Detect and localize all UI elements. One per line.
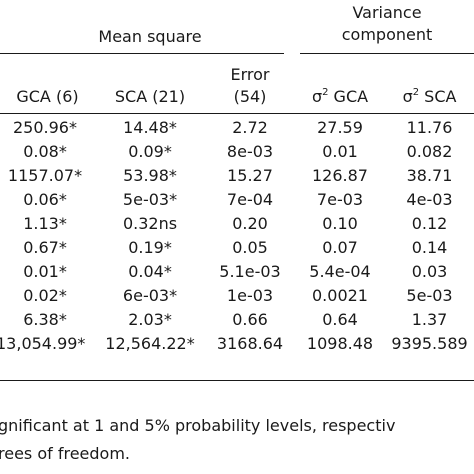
- table-bottom-rule: [0, 380, 474, 381]
- variance-line1: Variance: [352, 3, 422, 22]
- header-bottom-rule: [0, 113, 474, 114]
- table-row: 0.08* 0.09* 8e-03 0.01 0.082: [0, 141, 474, 163]
- variance-line2: component: [341, 25, 433, 44]
- cell-error: 0.20: [232, 214, 268, 233]
- cell-gca: 0.06*: [23, 190, 67, 209]
- cell-gca: 6.38*: [23, 310, 67, 329]
- cell-sigma-sca: 1.37: [411, 310, 448, 329]
- cell-gca: 0.67*: [23, 238, 67, 257]
- cell-sca: 0.32ns: [122, 214, 178, 233]
- cell-sca: 12,564.22*: [105, 334, 195, 353]
- cell-sigma-sca: 0.12: [411, 214, 448, 233]
- group-header-variance-component: Variance component: [300, 2, 474, 46]
- sigma-gca-label: GCA: [328, 87, 369, 106]
- cell-error: 3168.64: [216, 334, 284, 353]
- cell-sigma-gca: 0.01: [322, 142, 358, 161]
- cell-error: 2.72: [232, 118, 268, 137]
- cell-sigma-gca: 0.10: [322, 214, 358, 233]
- col-header-sigma-sca: σ2 SCA: [385, 86, 474, 108]
- footnote-line2: rees of freedom.: [0, 444, 131, 463]
- cell-sca: 14.48*: [123, 118, 177, 137]
- sigma-gca-sup: 2: [322, 87, 329, 98]
- cell-error: 7e-04: [226, 190, 274, 209]
- sigma-sca-symbol: σ: [402, 87, 413, 106]
- col-header-gca: GCA (6): [16, 87, 79, 106]
- cell-sca: 0.09*: [128, 142, 172, 161]
- sigma-gca-symbol: σ: [311, 87, 323, 106]
- cell-sca: 0.19*: [128, 238, 172, 257]
- table-row: 6.38* 2.03* 0.66 0.64 1.37: [0, 309, 474, 331]
- cell-error: 15.27: [227, 166, 273, 185]
- col-header-error: Error (54): [205, 64, 295, 108]
- cell-sigma-sca: 0.082: [406, 142, 453, 161]
- variance-rule: [300, 53, 474, 54]
- cell-sigma-gca: 5.4e-04: [309, 262, 371, 281]
- cell-sigma-gca: 0.07: [322, 238, 358, 257]
- cell-sigma-sca: 5e-03: [406, 286, 453, 305]
- sigma-sca-label: SCA: [419, 87, 457, 106]
- sigma-sca-sup: 2: [412, 87, 420, 98]
- cell-gca: 13,054.99*: [0, 334, 86, 353]
- cell-sigma-sca: 11.76: [406, 118, 453, 137]
- cell-sca: 5e-03*: [122, 190, 178, 209]
- cell-error: 8e-03: [226, 142, 274, 161]
- table-row: 13,054.99* 12,564.22* 3168.64 1098.48 93…: [0, 333, 474, 355]
- table-row: 0.01* 0.04* 5.1e-03 5.4e-04 0.03: [0, 261, 474, 283]
- table-row: 1.13* 0.32ns 0.20 0.10 0.12: [0, 213, 474, 235]
- cell-sigma-sca: 0.14: [411, 238, 448, 257]
- table-row: 1157.07* 53.98* 15.27 126.87 38.71: [0, 165, 474, 187]
- cell-gca: 1157.07*: [7, 166, 83, 185]
- cell-sca: 2.03*: [128, 310, 172, 329]
- cell-sigma-gca: 126.87: [312, 166, 368, 185]
- cell-sca: 53.98*: [123, 166, 177, 185]
- cell-sigma-sca: 9395.589: [391, 334, 468, 353]
- cell-sca: 0.04*: [128, 262, 172, 281]
- cell-sigma-sca: 0.03: [411, 262, 448, 281]
- cell-sigma-sca: 38.71: [406, 166, 453, 185]
- error-line2: (54): [233, 87, 267, 106]
- cell-sigma-gca: 27.59: [317, 118, 363, 137]
- cell-sigma-gca: 0.64: [322, 310, 358, 329]
- col-header-sigma-gca: σ2 GCA: [295, 86, 385, 108]
- cell-gca: 0.08*: [23, 142, 67, 161]
- cell-error: 1e-03: [226, 286, 274, 305]
- col-header-sca: SCA (21): [114, 87, 186, 106]
- cell-gca: 1.13*: [23, 214, 67, 233]
- cell-error: 0.05: [232, 238, 268, 257]
- mean-square-rule: [0, 53, 284, 54]
- cell-sca: 6e-03*: [122, 286, 178, 305]
- group-header-mean-square: Mean square: [98, 27, 202, 46]
- footnote-line1: gnificant at 1 and 5% probability levels…: [0, 416, 396, 435]
- cell-sigma-gca: 0.0021: [312, 286, 368, 305]
- cell-error: 0.66: [232, 310, 268, 329]
- error-line1: Error: [230, 65, 270, 84]
- cell-error: 5.1e-03: [219, 262, 281, 281]
- cell-gca: 0.01*: [23, 262, 67, 281]
- cell-sigma-sca: 4e-03: [406, 190, 453, 209]
- cell-gca: 0.02*: [23, 286, 67, 305]
- table-row: 250.96* 14.48* 2.72 27.59 11.76: [0, 117, 474, 139]
- cell-sigma-gca: 1098.48: [306, 334, 374, 353]
- table-row: 0.06* 5e-03* 7e-04 7e-03 4e-03: [0, 189, 474, 211]
- table-row: 0.67* 0.19* 0.05 0.07 0.14: [0, 237, 474, 259]
- table-row: 0.02* 6e-03* 1e-03 0.0021 5e-03: [0, 285, 474, 307]
- cell-sigma-gca: 7e-03: [316, 190, 364, 209]
- cell-gca: 250.96*: [13, 118, 77, 137]
